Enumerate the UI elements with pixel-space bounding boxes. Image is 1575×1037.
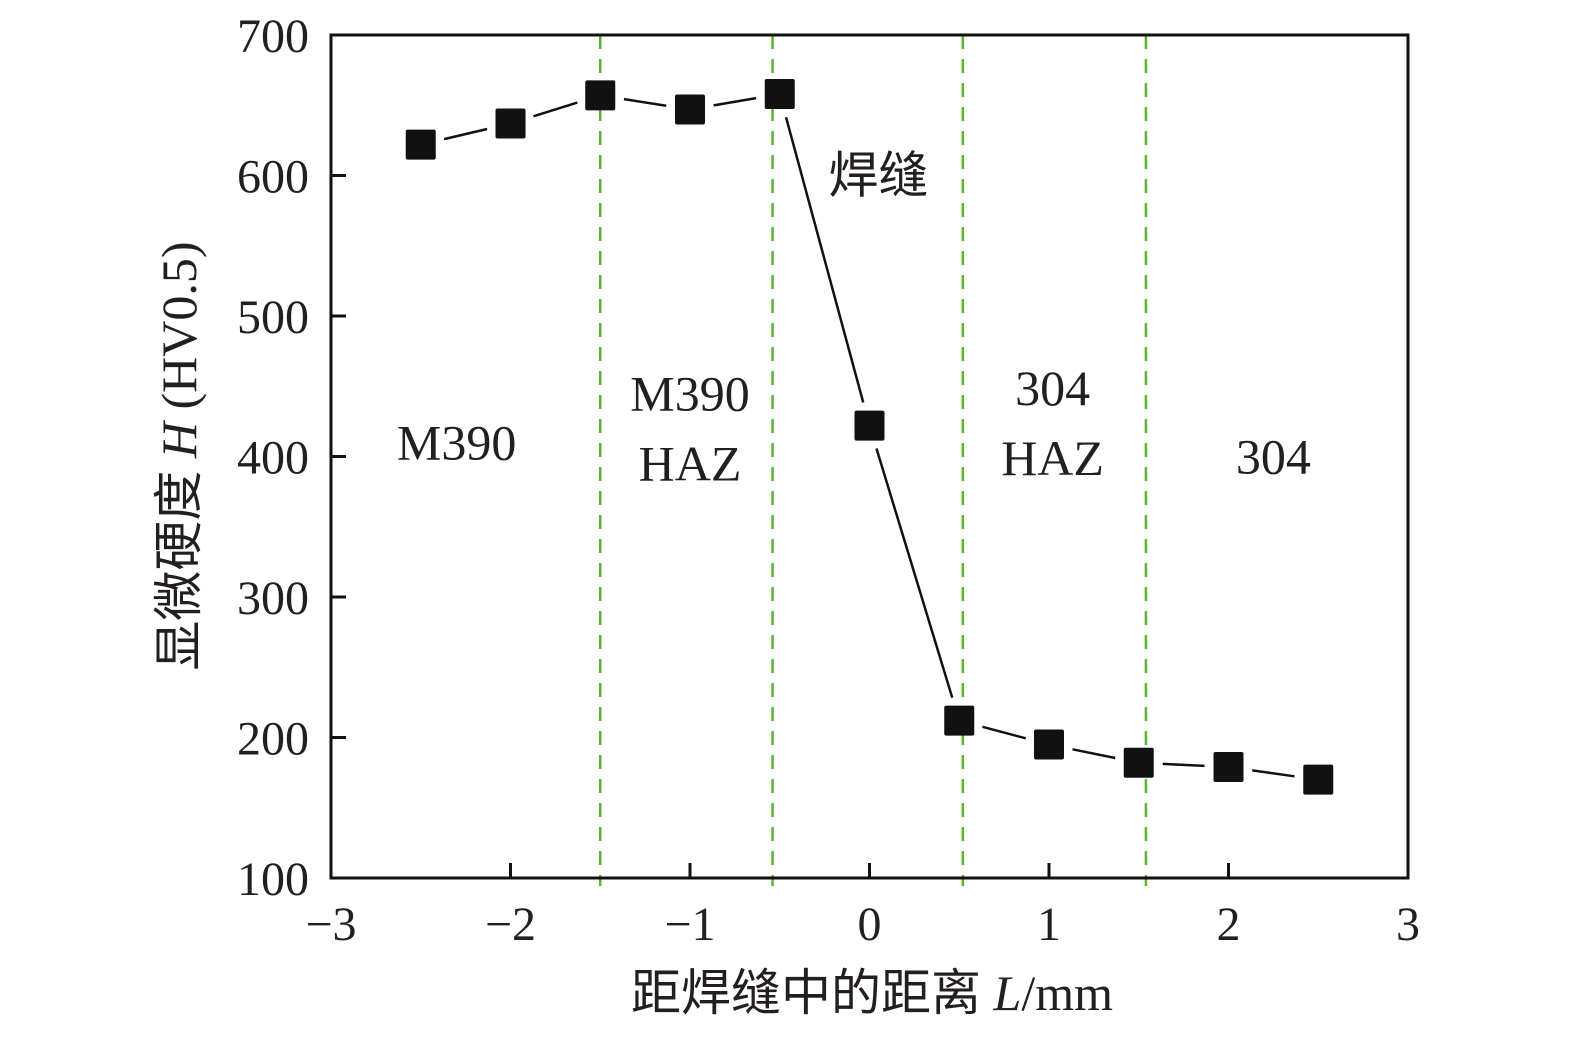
data-point-marker (675, 94, 705, 125)
x-axis-label-unit: /mm (1021, 965, 1113, 1021)
zone-label: HAZ (639, 435, 742, 491)
series-line-segment (533, 101, 578, 118)
x-tick-label: 2 (1217, 898, 1241, 951)
x-tick-label: 1 (1037, 898, 1061, 951)
y-tick-label: 700 (237, 10, 309, 63)
series-line-segment (784, 116, 865, 403)
zone-label: M390 (397, 414, 516, 470)
series-line-segment (1252, 769, 1295, 778)
y-tick-label: 100 (237, 853, 309, 906)
data-point-marker (1303, 764, 1334, 795)
x-axis-label-text: 距焊缝中的距离 (631, 965, 994, 1021)
data-point-marker (1213, 752, 1244, 783)
series-line-segment (443, 127, 488, 141)
data-point-marker (764, 79, 795, 110)
zone-boundaries (599, 35, 1148, 886)
y-tick-label: 600 (237, 151, 309, 204)
zone-label: 304 (1015, 360, 1090, 416)
series-line-segment (623, 97, 667, 107)
series-layer (405, 79, 1334, 795)
y-tick-label: 300 (237, 572, 309, 625)
y-tick-label: 500 (237, 291, 309, 344)
y-axis-label: 显微硬度 H (HV0.5) (151, 241, 207, 670)
data-point-marker (854, 410, 885, 441)
zone-label: 焊缝 (828, 148, 928, 204)
data-point-marker (1123, 747, 1154, 778)
x-axis-label-var: L (993, 965, 1022, 1021)
series-line-segment (1162, 762, 1205, 768)
series-line-segment (982, 725, 1027, 740)
data-point-marker (405, 129, 436, 160)
x-tick-label: 0 (858, 898, 882, 951)
series-line-segment (713, 96, 757, 107)
x-tick-label: −3 (305, 898, 356, 951)
y-axis-label-text: 显微硬度 (151, 458, 207, 671)
x-axis-label: 距焊缝中的距离 L/mm (631, 965, 1113, 1021)
zone-label: HAZ (1001, 430, 1104, 486)
y-tick-label: 200 (237, 713, 309, 766)
axis-ticks: −3 −2 −1 0 1 2 3 100 200 300 400 500 600 700 (237, 10, 1420, 951)
zone-label: M390 (630, 365, 749, 421)
data-point-marker (585, 80, 616, 111)
y-axis-label-unit: (HV0.5) (151, 241, 207, 422)
series-line-segment (875, 448, 954, 699)
y-tick-label: 400 (237, 432, 309, 485)
zone-label: 304 (1236, 429, 1311, 485)
data-point-marker (1034, 729, 1064, 760)
zone-annotations: M390 M390 HAZ 焊缝 304 HAZ 304 (397, 148, 1311, 492)
x-tick-label: 3 (1396, 898, 1420, 951)
data-point-marker (495, 108, 526, 139)
x-tick-label: −1 (664, 898, 715, 951)
x-tick-label: −2 (485, 898, 536, 951)
data-point-marker (944, 705, 975, 736)
series-line-segment (1072, 748, 1116, 760)
y-axis-label-var: H (151, 419, 207, 459)
